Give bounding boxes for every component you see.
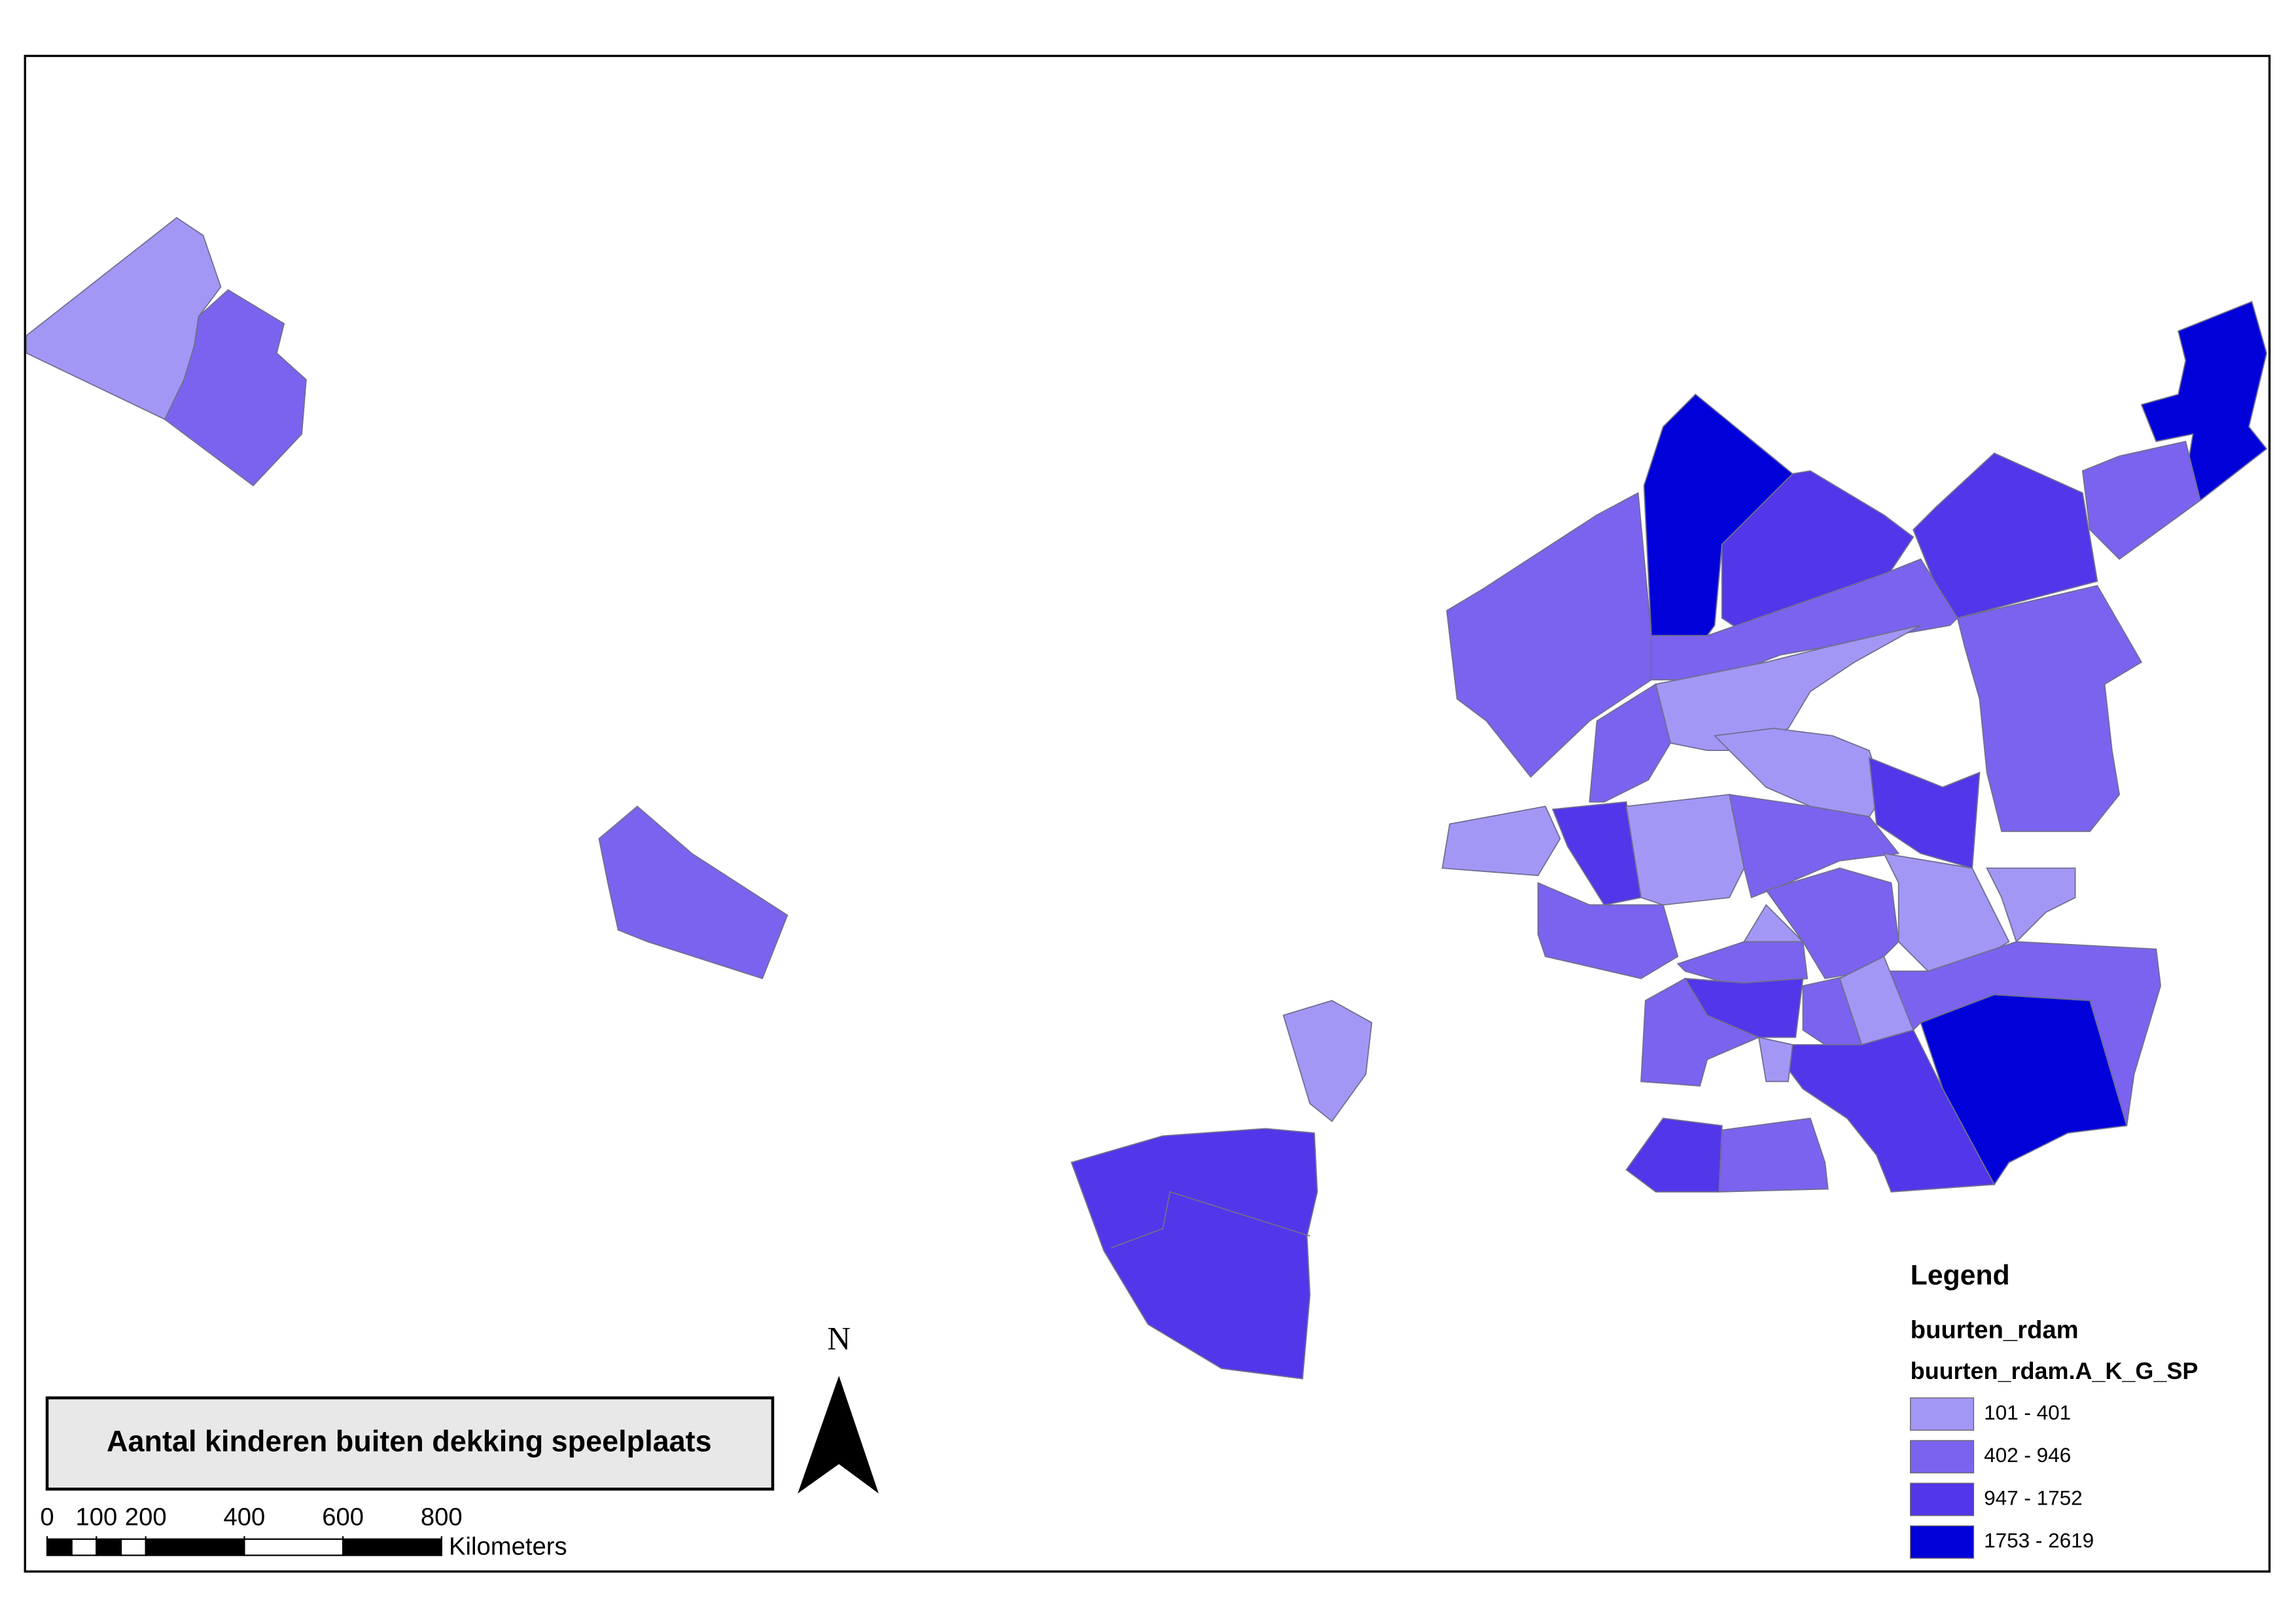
scale-segment: [46, 1538, 73, 1556]
neighbourhood: [1551, 801, 1642, 906]
boundary: [1110, 1191, 1311, 1249]
neighbourhood: [1728, 794, 1900, 899]
neighbourhood: [1780, 1029, 1996, 1193]
neighbourhood: [1640, 977, 1761, 1087]
scale-label: 100: [75, 1503, 117, 1531]
legend-swatch: [1909, 1397, 1975, 1431]
neighbourhood: [1589, 683, 1671, 803]
neighbourhood: [1676, 941, 1809, 986]
neighbourhoods: [26, 217, 2268, 1380]
legend-swatch: [1909, 1482, 1975, 1516]
neighbourhood: [1986, 867, 2076, 943]
neighbourhood: [1655, 625, 1921, 752]
neighbourhood: [1282, 1000, 1373, 1123]
scale-unit: Kilometers: [449, 1532, 567, 1560]
map-title: Aantal kinderen buiten dekking speelplaa…: [107, 1424, 712, 1457]
legend-swatch: [1909, 1525, 1975, 1559]
legend-label: 402 - 946: [1984, 1443, 2071, 1467]
north-label: N: [827, 1321, 851, 1357]
legend-label: 1753 - 2619: [1984, 1529, 2094, 1552]
scale-label: 800: [421, 1503, 463, 1531]
neighbourhood: [1070, 1128, 1318, 1380]
scale-label: 0: [40, 1503, 54, 1531]
scale-label: 600: [322, 1503, 364, 1531]
neighbourhood: [2081, 440, 2201, 560]
scale-segment: [145, 1538, 245, 1556]
neighbourhood: [1757, 1036, 1793, 1083]
neighbourhood: [1441, 805, 1561, 877]
scale-segment: [342, 1538, 442, 1556]
scale-label: 400: [224, 1503, 266, 1531]
scale-label: 200: [125, 1503, 167, 1531]
scale-segment: [243, 1538, 344, 1556]
neighbourhood: [1625, 794, 1745, 906]
neighbourhood: [1867, 941, 2161, 1126]
legend-label: 101 - 401: [1984, 1401, 2071, 1424]
legend-layer: buurten_rdam: [1911, 1316, 2079, 1344]
neighbourhood: [1446, 492, 1652, 778]
scale-segment: [71, 1538, 97, 1556]
north-arrow: [798, 1376, 879, 1494]
neighbourhood: [164, 289, 307, 487]
neighbourhood: [1537, 882, 1679, 979]
legend-label: 947 - 1752: [1984, 1486, 2083, 1509]
legend: Legend buurten_rdam buurten_rdam.A_K_G_S…: [1909, 1260, 2199, 1559]
neighbourhood: [598, 805, 788, 979]
legend-title: Legend: [1911, 1260, 2010, 1291]
legend-field: buurten_rdam.A_K_G_SP: [1911, 1357, 2199, 1384]
title-box: [45, 1396, 775, 1491]
scale-segment: [120, 1538, 147, 1556]
neighbourhood: [1718, 1117, 1829, 1193]
legend-swatch: [1909, 1440, 1975, 1474]
scale-segment: [96, 1538, 122, 1556]
neighbourhood: [1956, 585, 2143, 832]
